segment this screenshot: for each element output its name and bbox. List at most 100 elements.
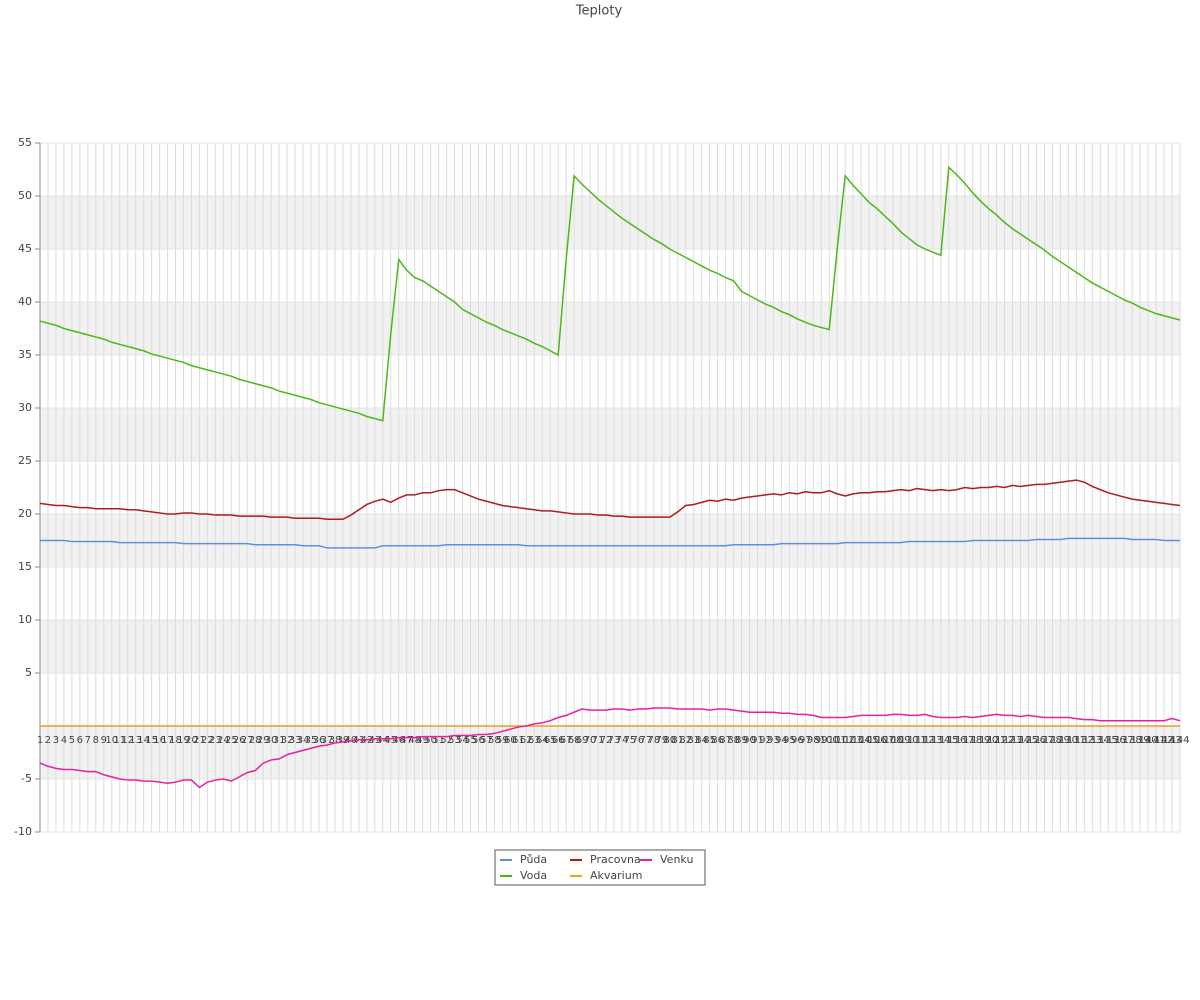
x-tick-label: 138 [1123,735,1142,746]
x-tick-label: 52 [440,735,453,746]
x-tick-label: 86 [711,735,724,746]
x-tick-label: 89 [735,735,748,746]
x-tick-label: 100 [820,735,839,746]
x-tick-label: 129 [1051,735,1070,746]
x-tick-label: 142 [1155,735,1174,746]
x-tick-label: 49 [416,735,429,746]
x-tick-label: 2 [45,735,51,746]
x-tick-label: 132 [1075,735,1094,746]
y-tick-label: 30 [18,401,32,414]
y-tick-label: -10 [14,825,32,838]
x-tick-label: 79 [655,735,668,746]
x-tick-label: 32 [281,735,294,746]
x-tick-label: 83 [687,735,700,746]
y-tick-label: 25 [18,454,32,467]
x-tick-label: 105 [860,735,879,746]
x-tick-label: 21 [193,735,206,746]
legend-box [494,849,706,886]
x-tick-label: 122 [995,735,1014,746]
x-tick-label: 65 [544,735,557,746]
x-tick-label: 133 [1083,735,1102,746]
x-tick-label: 103 [844,735,863,746]
x-tick-label: 117 [955,735,974,746]
x-tick-label: 18 [169,735,182,746]
x-tick-label: 6 [77,735,83,746]
x-tick-label: 97 [799,735,812,746]
x-tick-label: 120 [979,735,998,746]
x-tick-label: 74 [616,735,629,746]
x-tick-label: 22 [201,735,214,746]
x-tick-label: 119 [971,735,990,746]
x-tick-label: 125 [1019,735,1038,746]
x-tick-label: 47 [400,735,413,746]
x-tick-label: 12 [121,735,134,746]
y-tick-label: 5 [25,666,32,679]
x-tick-label: 44 [376,735,389,746]
x-tick-label: 29 [257,735,270,746]
y-tick-label: 20 [18,507,32,520]
x-tick-label: 106 [868,735,887,746]
x-tick-label: 102 [836,735,855,746]
x-tick-label: 35 [305,735,318,746]
x-tick-label: 5 [69,735,75,746]
x-tick-label: 112 [915,735,934,746]
legend-label: Venku [660,853,693,866]
x-tick-label: 80 [663,735,676,746]
x-tick-label: 68 [568,735,581,746]
x-tick-label: 96 [791,735,804,746]
x-tick-label: 38 [329,735,342,746]
x-tick-label: 59 [496,735,509,746]
x-tick-label: 98 [807,735,820,746]
x-tick-label: 23 [209,735,222,746]
x-tick-label: 71 [592,735,605,746]
grid-band [40,196,1180,249]
x-tick-label: 115 [939,735,958,746]
x-tick-label: 82 [679,735,692,746]
x-tick-label: 19 [177,735,190,746]
x-tick-label: 114 [931,735,950,746]
x-tick-label: 16 [153,735,166,746]
y-tick-label: -5 [21,772,32,785]
x-tick-label: 94 [775,735,788,746]
legend-label: Půda [520,853,547,866]
x-tick-label: 85 [703,735,716,746]
x-tick-label: 61 [512,735,525,746]
x-tick-label: 136 [1107,735,1126,746]
x-tick-label: 63 [528,735,541,746]
x-tick-label: 116 [947,735,966,746]
x-tick-label: 88 [727,735,740,746]
x-tick-label: 51 [432,735,445,746]
grid-band [40,408,1180,461]
x-tick-label: 109 [891,735,910,746]
x-tick-label: 91 [751,735,764,746]
x-tick-label: 15 [145,735,158,746]
x-tick-label: 43 [368,735,381,746]
legend-label: Pracovna [590,853,641,866]
x-tick-label: 33 [289,735,302,746]
x-tick-label: 123 [1003,735,1022,746]
x-tick-label: 107 [875,735,894,746]
x-tick-label: 121 [987,735,1006,746]
x-tick-label: 101 [828,735,847,746]
x-tick-label: 39 [337,735,350,746]
x-tick-label: 36 [313,735,326,746]
legend-label: Akvarium [590,869,642,882]
grid-band [40,620,1180,673]
x-tick-label: 56 [472,735,485,746]
x-tick-label: 137 [1115,735,1134,746]
x-tick-label: 92 [759,735,772,746]
x-tick-label: 72 [600,735,613,746]
legend-label: Voda [520,869,547,882]
x-tick-label: 1 [37,735,43,746]
x-tick-label: 70 [584,735,597,746]
x-tick-label: 50 [424,735,437,746]
x-tick-label: 93 [767,735,780,746]
x-tick-label: 30 [265,735,278,746]
x-tick-label: 3 [53,735,59,746]
x-tick-label: 55 [464,735,477,746]
x-tick-label: 4 [61,735,67,746]
x-tick-label: 46 [392,735,405,746]
series-line [39,707,1181,789]
chart-title: Teploty [575,4,623,19]
